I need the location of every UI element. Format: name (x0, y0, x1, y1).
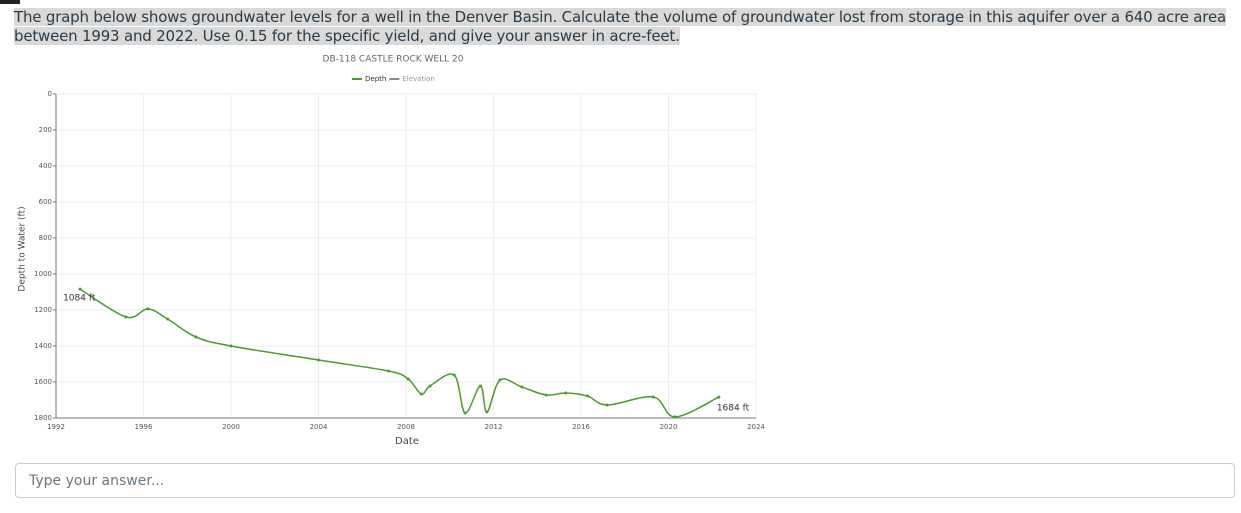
question-text: The graph below shows groundwater levels… (14, 8, 1226, 45)
data-point (478, 384, 482, 388)
data-point (229, 344, 233, 348)
data-point (317, 358, 320, 362)
legend-label: Elevation (402, 75, 435, 83)
question: The graph below shows groundwater levels… (14, 8, 1229, 46)
y-tick-label: 400 (39, 162, 52, 170)
data-point (498, 378, 502, 382)
data-point (605, 403, 609, 407)
annotation: 1084 ft (63, 294, 96, 304)
x-tick-label: 2024 (747, 423, 765, 431)
data-point (564, 391, 568, 395)
data-point (463, 411, 467, 415)
data-point (717, 395, 721, 399)
y-tick-label: 600 (39, 198, 52, 206)
x-axis-label: Date (395, 436, 419, 447)
data-point (166, 317, 170, 321)
y-tick-label: 1200 (34, 306, 52, 314)
y-tick-label: 0 (48, 90, 52, 98)
x-tick-label: 2008 (397, 423, 415, 431)
data-point (428, 384, 432, 388)
x-tick-label: 2020 (660, 423, 678, 431)
x-tick-label: 1992 (47, 423, 65, 431)
data-point (406, 377, 410, 381)
y-tick-label: 800 (39, 234, 52, 242)
y-tick-label: 1600 (34, 378, 52, 386)
data-point (520, 385, 524, 389)
data-point (452, 373, 456, 377)
answer-input[interactable]: Type your answer... (15, 463, 1235, 498)
answer-placeholder: Type your answer... (29, 473, 165, 489)
y-axis-label: Depth to Water (ft) (18, 206, 28, 291)
x-tick-label: 2012 (485, 423, 503, 431)
data-point (146, 307, 150, 311)
legend-label: Depth (365, 75, 386, 83)
x-tick-label: 2000 (222, 423, 240, 431)
data-point (651, 395, 655, 399)
data-point (544, 393, 548, 397)
y-tick-label: 1800 (34, 414, 52, 422)
y-tick-label: 200 (39, 126, 52, 134)
data-point (194, 335, 198, 339)
data-point (78, 287, 82, 291)
y-tick-label: 1400 (34, 342, 52, 350)
top-bar (0, 0, 20, 4)
data-point (673, 415, 677, 419)
chart-title: DB-118 CASTLE ROCK WELL 20 (323, 55, 464, 65)
data-point (586, 394, 590, 398)
data-point (485, 410, 489, 414)
depth-line (79, 288, 720, 418)
chart: DB-118 CASTLE ROCK WELL 20 Date Depth to… (18, 55, 766, 448)
x-tick-label: 2016 (572, 423, 590, 431)
annotation: 1684 ft (717, 404, 750, 414)
x-tick-label: 1996 (135, 423, 153, 431)
y-tick-label: 1000 (34, 270, 52, 278)
data-point (419, 392, 423, 396)
data-point (124, 315, 128, 319)
data-point (387, 369, 390, 373)
x-tick-label: 2004 (310, 423, 328, 431)
